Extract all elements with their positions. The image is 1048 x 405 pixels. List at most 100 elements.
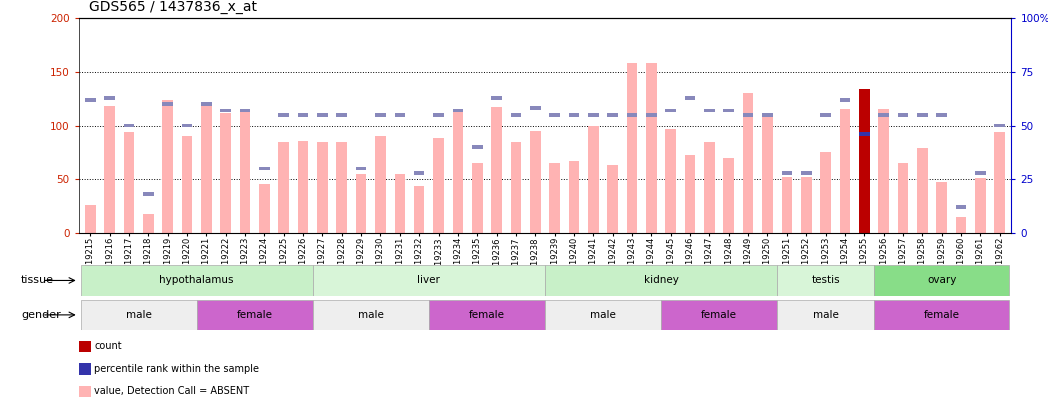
Bar xyxy=(898,113,909,117)
Bar xyxy=(259,166,269,171)
Bar xyxy=(429,300,545,330)
Text: liver: liver xyxy=(417,275,440,286)
Bar xyxy=(549,163,560,233)
Bar xyxy=(665,109,676,113)
Bar xyxy=(394,174,406,233)
Bar xyxy=(704,109,715,113)
Bar xyxy=(995,132,1005,233)
Text: count: count xyxy=(94,341,122,351)
Text: testis: testis xyxy=(811,275,839,286)
Bar xyxy=(394,113,406,117)
Bar xyxy=(510,142,521,233)
Bar xyxy=(279,142,289,233)
Text: value, Detection Call = ABSENT: value, Detection Call = ABSENT xyxy=(94,386,249,396)
Text: kidney: kidney xyxy=(643,275,678,286)
Text: female: female xyxy=(237,310,272,320)
Bar xyxy=(312,300,429,330)
Bar xyxy=(240,109,250,113)
Bar xyxy=(956,205,966,209)
Bar xyxy=(220,113,231,233)
Bar xyxy=(143,192,154,196)
Bar xyxy=(453,109,463,233)
Bar xyxy=(569,113,580,117)
Bar xyxy=(646,113,657,117)
Bar xyxy=(85,205,95,233)
Bar xyxy=(627,113,637,117)
Bar xyxy=(762,113,772,117)
Bar xyxy=(336,113,347,117)
Bar xyxy=(201,105,212,233)
Text: percentile rank within the sample: percentile rank within the sample xyxy=(94,364,259,373)
Bar xyxy=(661,300,778,330)
Bar xyxy=(782,177,792,233)
Bar xyxy=(336,142,347,233)
Bar xyxy=(530,107,541,110)
Bar xyxy=(975,171,986,175)
Bar xyxy=(259,183,269,233)
Bar xyxy=(197,300,312,330)
Bar xyxy=(181,124,192,128)
Bar xyxy=(723,158,734,233)
Bar xyxy=(375,113,386,117)
Bar xyxy=(917,113,927,117)
Bar xyxy=(356,174,367,233)
Bar xyxy=(917,148,927,233)
Bar xyxy=(778,300,874,330)
Bar xyxy=(684,96,696,100)
Bar xyxy=(472,163,482,233)
Bar xyxy=(201,102,212,106)
Bar xyxy=(375,136,386,233)
Bar xyxy=(743,113,754,117)
Bar xyxy=(433,139,444,233)
Bar xyxy=(414,185,424,233)
Bar xyxy=(312,265,545,296)
Bar xyxy=(839,98,850,102)
Bar xyxy=(453,109,463,113)
Bar xyxy=(684,155,696,233)
Bar xyxy=(859,132,870,136)
Bar xyxy=(143,213,154,233)
Bar xyxy=(646,63,657,233)
Bar xyxy=(821,113,831,117)
Bar xyxy=(85,98,95,102)
Bar xyxy=(588,126,598,233)
Bar xyxy=(220,109,231,113)
Bar xyxy=(545,265,778,296)
Bar xyxy=(318,113,328,117)
Bar xyxy=(318,142,328,233)
Text: female: female xyxy=(923,310,960,320)
Bar xyxy=(627,63,637,233)
Bar xyxy=(162,102,173,106)
Bar xyxy=(874,265,1009,296)
Bar xyxy=(936,182,947,233)
Bar xyxy=(821,152,831,233)
Text: ovary: ovary xyxy=(927,275,957,286)
Bar xyxy=(104,96,115,100)
Bar xyxy=(608,165,618,233)
Bar xyxy=(162,100,173,233)
Text: male: male xyxy=(812,310,838,320)
Bar xyxy=(956,217,966,233)
Bar xyxy=(878,113,889,117)
Bar xyxy=(704,142,715,233)
Bar xyxy=(279,113,289,117)
Bar xyxy=(414,171,424,175)
Bar xyxy=(81,265,312,296)
Bar xyxy=(545,300,661,330)
Text: female: female xyxy=(468,310,505,320)
Bar xyxy=(874,300,1009,330)
Bar xyxy=(569,161,580,233)
Bar xyxy=(898,163,909,233)
Bar xyxy=(298,141,308,233)
Bar xyxy=(588,113,598,117)
Bar xyxy=(240,109,250,233)
Bar xyxy=(743,93,754,233)
Bar xyxy=(549,113,560,117)
Bar xyxy=(778,265,874,296)
Bar xyxy=(124,132,134,233)
Bar xyxy=(298,113,308,117)
Bar xyxy=(665,129,676,233)
Bar xyxy=(801,177,811,233)
Bar xyxy=(124,124,134,128)
Bar xyxy=(995,124,1005,128)
